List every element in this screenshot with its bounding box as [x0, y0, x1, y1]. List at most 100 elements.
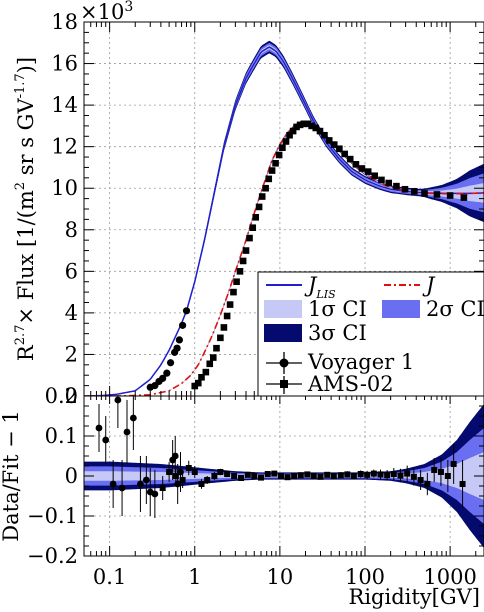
- voyager-point: [182, 307, 191, 315]
- ams-residual-point: [185, 465, 192, 471]
- top-y-tick-label: 14: [51, 93, 78, 117]
- bottom-ci-bands: [84, 404, 484, 548]
- y-multiplier: ×103: [80, 0, 133, 24]
- legend-voyager-label: Voyager 1: [307, 350, 414, 374]
- ams-residual-point: [166, 469, 173, 475]
- voyager-point: [166, 359, 175, 367]
- ams-point: [279, 144, 286, 152]
- ams-residual-point: [370, 470, 377, 477]
- ams-point: [223, 312, 231, 320]
- ams-point: [217, 334, 224, 342]
- voyager-residual-point: [114, 396, 122, 404]
- ams-point: [371, 172, 378, 180]
- ams-point: [286, 131, 293, 139]
- ams-residual-point: [224, 471, 231, 477]
- ams-residual-point: [317, 473, 324, 480]
- ams-point: [325, 137, 333, 144]
- ams-point: [226, 301, 234, 308]
- ams-point: [346, 155, 354, 163]
- ams-point: [460, 194, 468, 201]
- ams-residual-point: [159, 485, 166, 491]
- ams-point: [304, 120, 311, 128]
- ams-point: [209, 354, 217, 361]
- ams-residual-point: [417, 477, 424, 483]
- top-y-tick-label: 18: [51, 10, 78, 34]
- residual-ci1-band: [84, 452, 484, 500]
- legend-ams-label: AMS-02: [307, 372, 394, 396]
- ams-residual-point: [344, 471, 351, 478]
- bottom-y-tick-label: 0: [65, 464, 78, 488]
- ams-residual-point: [337, 472, 344, 479]
- ams-residual-point: [244, 471, 251, 478]
- ams-residual-point: [324, 471, 331, 478]
- ams-point: [252, 214, 260, 221]
- bottom-panel: 0.1 1 10 100 1000 −0.2 −0.1 0 0.1 0.2 Data/Fit − …: [0, 384, 484, 609]
- ams-residual-point: [404, 470, 411, 477]
- ams-residual-point: [257, 474, 264, 481]
- ams-point: [321, 131, 328, 139]
- ams-residual-point: [271, 470, 278, 477]
- x-tick-label: 100: [345, 565, 385, 589]
- ams-point: [194, 379, 202, 387]
- ams-residual-point: [350, 473, 357, 479]
- ams-point: [275, 151, 283, 159]
- legend-ci1-label: 1σ CI: [308, 297, 367, 321]
- voyager-residual-point: [102, 436, 110, 444]
- voyager-point: [179, 321, 187, 329]
- ams-residual-point: [310, 473, 317, 479]
- ams-residual-point: [424, 481, 431, 487]
- ams-point: [202, 368, 210, 376]
- voyager-point: [175, 336, 183, 344]
- ams-point: [242, 247, 250, 254]
- ams-point: [352, 161, 360, 168]
- ams-residual-point: [410, 473, 417, 480]
- ams-point: [246, 234, 253, 242]
- ams-point: [433, 191, 441, 198]
- bottom-y-tick-label: −0.2: [27, 544, 78, 568]
- legend-ci2-swatch: [382, 300, 420, 318]
- ams-point: [268, 167, 276, 174]
- ams-point: [312, 124, 320, 132]
- ams-point: [198, 374, 205, 381]
- voyager-residual-point: [137, 480, 144, 488]
- ams-residual-point: [238, 475, 245, 481]
- ams-residual-point: [444, 473, 451, 479]
- ams-point: [316, 127, 324, 135]
- ams-point: [385, 179, 393, 187]
- ams-residual-point: [204, 477, 211, 483]
- ams-point: [421, 190, 428, 197]
- ams-point: [293, 123, 300, 131]
- ams-point: [233, 278, 240, 286]
- ams-residual-point: [172, 473, 179, 479]
- legend-jlis-label: JLIS: [304, 273, 336, 301]
- voyager-point: [173, 344, 181, 352]
- ams-point: [446, 192, 454, 199]
- ams-residual-point: [459, 481, 466, 487]
- ams-point: [411, 188, 418, 195]
- ams-point: [393, 182, 400, 190]
- voyager-residual-point: [123, 428, 131, 436]
- voyager-residual-point: [118, 484, 126, 492]
- top-y-axis-label: R2.7× Flux [1/(m2 sr s GV-1.7)]: [13, 57, 38, 361]
- legend-ci2-label: 2σ CI: [426, 297, 484, 321]
- legend-ci3-swatch: [264, 324, 302, 342]
- legend-ci3-label: 3σ CI: [308, 321, 367, 345]
- ams-residual-point: [198, 481, 205, 487]
- ams-residual-point: [431, 467, 438, 473]
- voyager-residual-point: [129, 414, 137, 422]
- ams-point: [220, 324, 228, 331]
- ams-point: [364, 168, 372, 175]
- voyager-point: [163, 369, 171, 377]
- ams-residual-point: [304, 471, 311, 478]
- ams-residual-point: [450, 461, 457, 467]
- ams-residual-point: [357, 471, 364, 477]
- ams-residual-point: [284, 474, 291, 481]
- ams-residual-point: [397, 472, 404, 479]
- top-axis-ticks: 0 2 4 6 8 10 12 14 16 18: [51, 10, 484, 408]
- ams-point: [255, 203, 263, 211]
- ams-point: [401, 185, 409, 193]
- top-y-tick-label: 6: [65, 259, 78, 283]
- ams-residual-point: [251, 473, 258, 479]
- ams-residual-point: [297, 472, 304, 479]
